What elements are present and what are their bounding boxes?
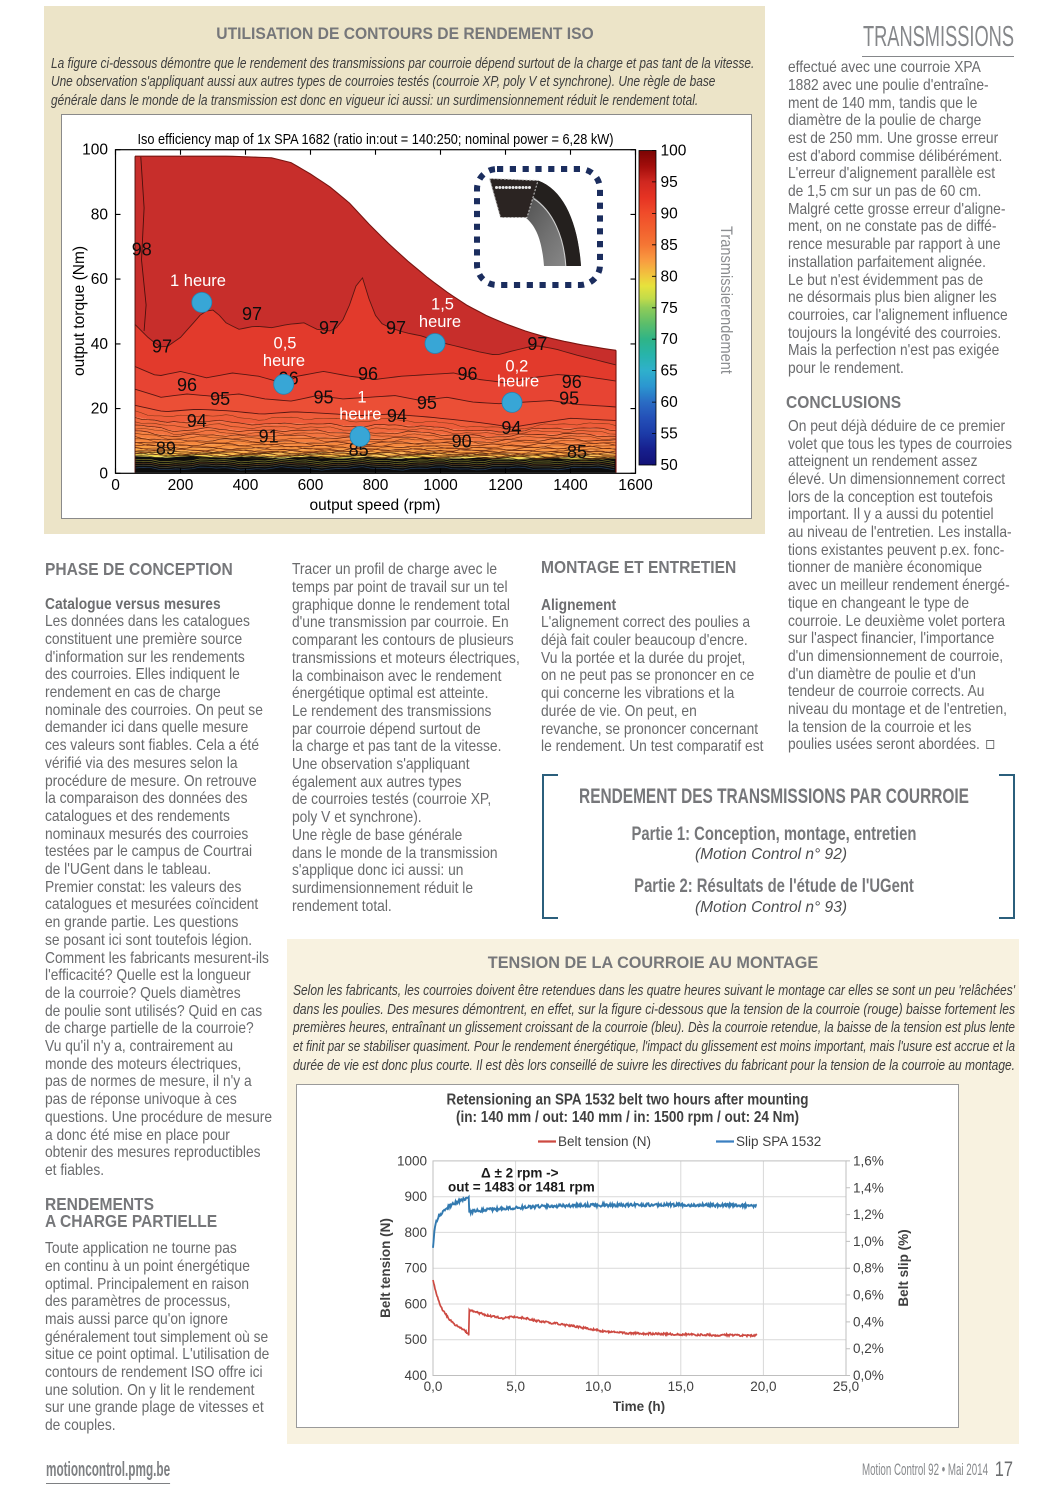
svg-text:10,0: 10,0 xyxy=(585,1379,611,1394)
svg-text:96: 96 xyxy=(177,375,197,395)
svg-text:96: 96 xyxy=(358,364,378,384)
svg-text:700: 700 xyxy=(404,1261,427,1276)
svg-text:94: 94 xyxy=(187,411,207,431)
svg-text:output speed (rpm): output speed (rpm) xyxy=(310,497,441,514)
svg-text:0: 0 xyxy=(111,477,120,494)
svg-text:70: 70 xyxy=(661,331,679,348)
svg-text:1,4%: 1,4% xyxy=(853,1180,884,1195)
svg-text:97: 97 xyxy=(242,304,262,324)
svg-text:97: 97 xyxy=(527,334,547,354)
svg-text:0: 0 xyxy=(99,465,108,482)
svg-text:15,0: 15,0 xyxy=(668,1379,694,1394)
svg-text:60: 60 xyxy=(661,394,679,411)
svg-text:600: 600 xyxy=(298,477,324,494)
svg-text:1200: 1200 xyxy=(488,477,523,494)
svg-text:90: 90 xyxy=(661,205,679,222)
svg-text:heure: heure xyxy=(419,313,461,331)
svg-text:100: 100 xyxy=(82,142,108,159)
svg-text:97: 97 xyxy=(152,337,172,357)
svg-text:60: 60 xyxy=(91,271,109,288)
svg-text:1,2%: 1,2% xyxy=(853,1207,884,1222)
svg-text:400: 400 xyxy=(233,477,259,494)
svg-text:heure: heure xyxy=(339,406,381,424)
svg-text:65: 65 xyxy=(661,363,678,380)
svg-text:Retensioning an SPA 1532 belt: Retensioning an SPA 1532 belt two hours … xyxy=(447,1092,809,1109)
svg-text:0,4%: 0,4% xyxy=(853,1314,884,1329)
svg-text:94: 94 xyxy=(387,406,407,426)
svg-text:97: 97 xyxy=(319,318,339,338)
svg-text:900: 900 xyxy=(404,1189,427,1204)
svg-text:0,8%: 0,8% xyxy=(853,1261,884,1276)
svg-text:Belt tension (N): Belt tension (N) xyxy=(378,1218,393,1318)
svg-text:heure: heure xyxy=(263,352,305,370)
svg-text:40: 40 xyxy=(91,336,109,353)
svg-text:97: 97 xyxy=(386,318,406,338)
svg-text:80: 80 xyxy=(91,206,109,223)
svg-text:94: 94 xyxy=(501,418,521,438)
svg-text:1000: 1000 xyxy=(423,477,458,494)
svg-text:1600: 1600 xyxy=(618,477,653,494)
svg-text:98: 98 xyxy=(132,240,152,260)
svg-text:out = 1483 or 1481 rpm: out = 1483 or 1481 rpm xyxy=(448,1180,595,1195)
svg-text:80: 80 xyxy=(661,268,679,285)
svg-text:1400: 1400 xyxy=(553,477,588,494)
svg-text:95: 95 xyxy=(417,393,437,413)
svg-text:0,6%: 0,6% xyxy=(853,1288,884,1303)
svg-text:85: 85 xyxy=(567,442,587,462)
svg-text:1,6%: 1,6% xyxy=(853,1153,884,1168)
svg-text:20: 20 xyxy=(91,401,109,418)
svg-text:Belt tension (N): Belt tension (N) xyxy=(558,1134,651,1149)
svg-text:Belt slip (%): Belt slip (%) xyxy=(896,1229,911,1306)
svg-text:0,2%: 0,2% xyxy=(853,1341,884,1356)
svg-text:0,0: 0,0 xyxy=(424,1379,443,1394)
svg-text:20,0: 20,0 xyxy=(750,1379,776,1394)
svg-text:100: 100 xyxy=(661,143,687,160)
svg-text:75: 75 xyxy=(661,300,678,317)
svg-text:55: 55 xyxy=(661,426,678,443)
svg-text:Iso efficiency map of 1x SPA 1: Iso efficiency map of 1x SPA 1682 (ratio… xyxy=(138,132,614,148)
svg-text:25,0: 25,0 xyxy=(833,1379,859,1394)
svg-text:1 heure: 1 heure xyxy=(170,272,226,290)
svg-text:95: 95 xyxy=(210,389,230,409)
svg-text:91: 91 xyxy=(259,427,279,447)
svg-text:95: 95 xyxy=(559,389,579,409)
svg-text:200: 200 xyxy=(168,477,194,494)
svg-text:89: 89 xyxy=(156,439,176,459)
svg-text:(in: 140 mm / out: 140 mm / in: (in: 140 mm / out: 140 mm / in: 1500 rpm… xyxy=(456,1109,799,1126)
svg-text:Δ ± 2 rpm ->: Δ ± 2 rpm -> xyxy=(481,1166,559,1181)
svg-text:95: 95 xyxy=(313,388,333,408)
svg-text:50: 50 xyxy=(661,457,679,474)
svg-text:85: 85 xyxy=(661,237,678,254)
svg-text:800: 800 xyxy=(404,1225,427,1240)
svg-text:1000: 1000 xyxy=(397,1153,427,1168)
svg-text:output torque (Nm): output torque (Nm) xyxy=(71,246,88,376)
svg-text:800: 800 xyxy=(363,477,389,494)
svg-text:1,0%: 1,0% xyxy=(853,1234,884,1249)
svg-text:1,5: 1,5 xyxy=(431,296,454,314)
svg-text:0,5: 0,5 xyxy=(274,335,297,353)
svg-text:1: 1 xyxy=(357,389,366,407)
svg-text:500: 500 xyxy=(404,1332,427,1347)
svg-text:600: 600 xyxy=(404,1297,427,1312)
svg-text:95: 95 xyxy=(661,174,678,191)
svg-text:Slip SPA 1532: Slip SPA 1532 xyxy=(736,1134,821,1149)
svg-text:5,0: 5,0 xyxy=(506,1379,525,1394)
svg-text:96: 96 xyxy=(562,372,582,392)
svg-text:0,2: 0,2 xyxy=(505,358,528,376)
svg-text:90: 90 xyxy=(452,431,472,451)
svg-text:heure: heure xyxy=(497,373,539,391)
svg-text:400: 400 xyxy=(404,1368,427,1383)
svg-text:Transmissierendement: Transmissierendement xyxy=(717,226,736,374)
svg-text:Time (h): Time (h) xyxy=(613,1399,665,1414)
svg-text:96: 96 xyxy=(457,364,477,384)
svg-text:0,0%: 0,0% xyxy=(853,1368,884,1383)
